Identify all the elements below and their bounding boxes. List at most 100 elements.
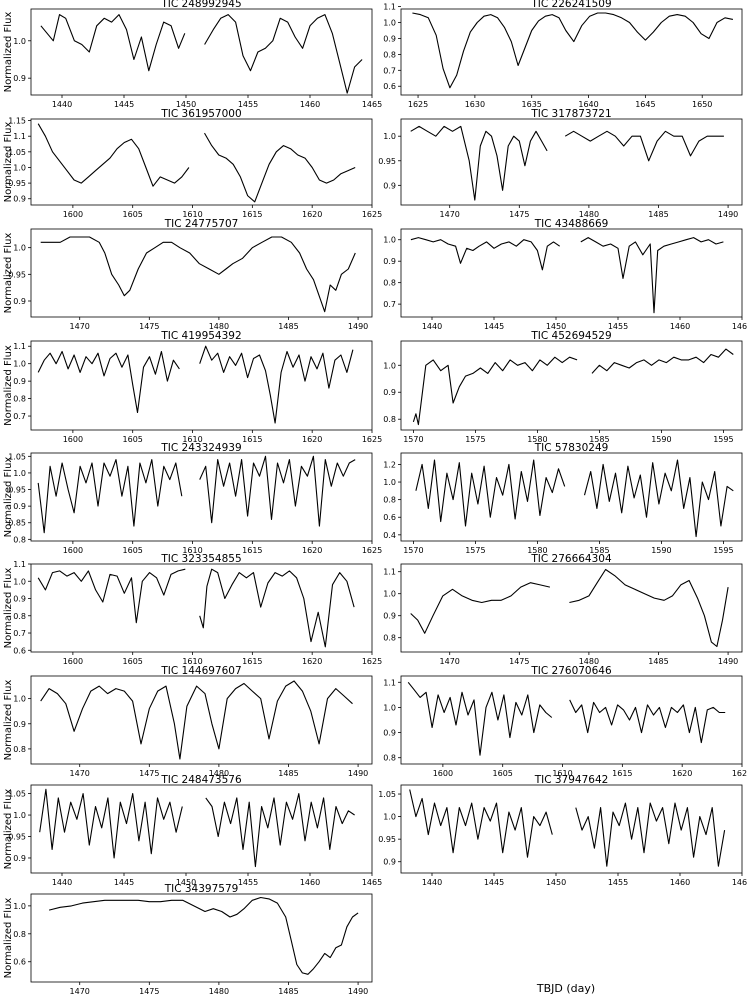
y-axis-label: Normalized Flux xyxy=(3,680,14,761)
chart-title: TIC 248992945 xyxy=(160,0,241,10)
plot-frame xyxy=(30,118,373,206)
x-tick-label: 1475 xyxy=(509,657,529,666)
x-tick-label: 1595 xyxy=(713,546,733,555)
x-tick-label: 1615 xyxy=(612,769,632,778)
y-tick-label: 0.8 xyxy=(13,612,26,621)
chart-panel: TIC 276664304 1470 1475 1480 1485 1490 0.8 0.9 1… xyxy=(383,553,743,666)
plot-frame xyxy=(400,118,743,206)
flux-series-line xyxy=(410,568,729,648)
x-tick-label: 1605 xyxy=(493,769,513,778)
y-tick-label: 0.95 xyxy=(8,486,26,495)
chart-title: TIC 452694529 xyxy=(530,330,611,342)
x-tick-label: 1480 xyxy=(209,322,229,331)
y-tick-label: 1.1 xyxy=(383,568,396,577)
x-tick-label: 1440 xyxy=(52,878,72,887)
y-tick-label: 1.05 xyxy=(8,790,26,799)
x-tick-label: 1455 xyxy=(238,878,258,887)
flux-series-line xyxy=(39,788,355,868)
flux-series-line xyxy=(412,348,734,426)
x-tick-label: 1465 xyxy=(732,878,747,887)
chart-title: TIC 419954392 xyxy=(160,330,241,342)
y-tick-label: 1.0 xyxy=(13,902,26,911)
x-tick-label: 1600 xyxy=(63,657,83,666)
plot-frame xyxy=(400,8,743,96)
y-tick-label: 0.9 xyxy=(383,181,396,190)
x-tick-label: 1610 xyxy=(182,657,202,666)
y-tick-label: 1.0 xyxy=(13,811,26,820)
y-tick-label: 0.95 xyxy=(378,157,396,166)
x-tick-label: 1605 xyxy=(123,657,143,666)
x-tick-label: 1475 xyxy=(139,322,159,331)
y-axis-label: Normalized Flux xyxy=(3,345,14,426)
y-axis-label: Normalized Flux xyxy=(3,12,14,93)
chart-title: TIC 37947642 xyxy=(534,774,609,786)
y-tick-label: 0.7 xyxy=(13,412,26,421)
flux-series-line xyxy=(410,125,724,201)
flux-series-line xyxy=(48,896,359,975)
y-tick-label: 0.7 xyxy=(383,300,396,309)
x-tick-label: 1490 xyxy=(718,657,738,666)
y-tick-label: 1.05 xyxy=(8,452,26,461)
y-tick-label: 1.0 xyxy=(13,37,26,46)
y-tick-label: 0.4 xyxy=(383,531,396,540)
y-tick-label: 0.95 xyxy=(8,179,26,188)
x-tick-label: 1445 xyxy=(114,100,134,109)
y-tick-label: 1.05 xyxy=(8,148,26,157)
y-axis-label: Normalized Flux xyxy=(3,233,14,314)
x-tick-label: 1625 xyxy=(362,210,382,219)
y-tick-label: 0.8 xyxy=(13,535,26,544)
plot-frame xyxy=(400,228,743,318)
x-tick-label: 1450 xyxy=(546,878,566,887)
y-tick-label: 1.1 xyxy=(383,678,396,687)
y-tick-label: 1.1 xyxy=(13,132,26,141)
y-tick-label: 0.9 xyxy=(383,729,396,738)
x-tick-label: 1635 xyxy=(522,100,542,109)
chart-title: TIC 276664304 xyxy=(530,553,612,565)
chart-title: TIC 248473576 xyxy=(160,774,242,786)
y-tick-label: 0.9 xyxy=(13,595,26,604)
y-tick-label: 1.0 xyxy=(13,360,26,369)
x-tick-label: 1485 xyxy=(648,657,668,666)
y-tick-label: 0.6 xyxy=(383,82,396,91)
x-tick-label: 1625 xyxy=(362,546,382,555)
y-tick-label: 1.1 xyxy=(13,560,26,569)
y-tick-label: 0.9 xyxy=(13,854,26,863)
y-tick-label: 1.1 xyxy=(383,3,396,12)
x-tick-label: 1480 xyxy=(579,657,599,666)
x-tick-label: 1575 xyxy=(465,435,485,444)
x-tick-label: 1485 xyxy=(278,769,298,778)
chart-title: TIC 34397579 xyxy=(164,883,239,895)
x-tick-label: 1465 xyxy=(732,322,747,331)
y-tick-label: 0.9 xyxy=(383,858,396,867)
y-tick-label: 0.95 xyxy=(8,833,26,842)
flux-series-line xyxy=(37,568,355,648)
plot-frame xyxy=(30,893,373,983)
y-tick-label: 0.8 xyxy=(13,745,26,754)
x-axis-label: TBJD (day) xyxy=(171,997,230,999)
x-tick-label: 1605 xyxy=(123,546,143,555)
y-tick-label: 0.95 xyxy=(378,835,396,844)
x-tick-label: 1605 xyxy=(123,435,143,444)
y-tick-label: 1.0 xyxy=(383,236,396,245)
x-tick-label: 1585 xyxy=(589,546,609,555)
x-tick-label: 1625 xyxy=(408,100,428,109)
x-tick-label: 1595 xyxy=(713,435,733,444)
y-tick-label: 0.6 xyxy=(13,646,26,655)
y-tick-label: 1.2 xyxy=(383,460,396,469)
x-tick-label: 1605 xyxy=(123,210,143,219)
chart-title: TIC 243324939 xyxy=(160,442,241,454)
chart-panel: TIC 226241509 1625 1630 1635 1640 1645 1650 0.6… xyxy=(383,0,743,109)
flux-series-line xyxy=(415,459,734,538)
x-tick-label: 1475 xyxy=(509,210,529,219)
y-tick-label: 1.15 xyxy=(8,117,26,126)
chart-panel: TIC 144697607 1470 1475 1480 1485 1490 0.8 0.9 1… xyxy=(3,665,373,778)
x-tick-label: 1620 xyxy=(302,546,322,555)
x-tick-label: 1445 xyxy=(114,878,134,887)
x-tick-label: 1490 xyxy=(348,322,368,331)
y-tick-label: 1.0 xyxy=(13,244,26,253)
plot-frame xyxy=(400,340,743,431)
x-tick-label: 1465 xyxy=(362,878,382,887)
chart-panel: TIC 452694529 1570 1575 1580 1585 1590 1595 0.8… xyxy=(383,330,743,444)
x-tick-label: 1470 xyxy=(440,210,460,219)
